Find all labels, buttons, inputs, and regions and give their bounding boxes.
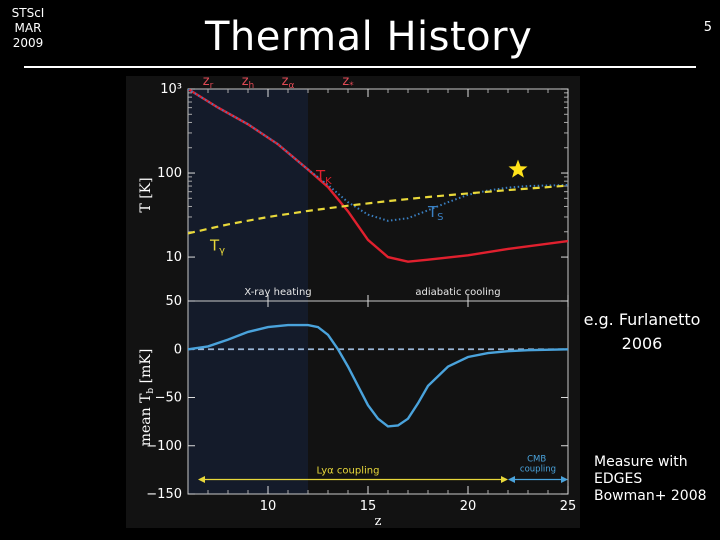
affiliation-line: STScI [11,6,45,20]
annotation-xray-heating: X-ray heating [244,287,311,298]
reference-note: e.g. Furlanetto 2006 [574,308,710,356]
y-axis-label-sub: b [146,388,156,394]
arrow-head-right [501,476,508,484]
top-axis-symbol: z [282,76,289,89]
measurement-line: EDGES [594,471,643,487]
series-mean-tb-curve [188,323,568,428]
measurement-note: Measure with EDGES Bowman+ 2008 [594,454,718,505]
x-tick-label: 15 [360,499,377,514]
title-underline [24,66,696,68]
y-axis-label-unit: [mK] [138,349,154,388]
affiliation-date: STScI MAR 2009 [6,6,50,51]
series-label-tk: TK [315,167,332,187]
reference-line: e.g. Furlanetto [583,310,701,329]
x-axis-label: z [375,514,382,528]
slide-title: Thermal History [205,14,533,60]
annotation-coupling-word: coupling [520,465,556,475]
annotation-adiabatic-cooling: adiabatic cooling [415,287,500,298]
series-label-tγ: Tγ [209,236,225,256]
y-tick-label-bottom: −50 [155,391,182,406]
lya-coupling-arrow [198,476,508,484]
y-axis-label-top: T [K] [138,177,154,212]
top-axis-subscript: h [249,81,255,91]
y-tick-label-bottom: −150 [146,487,182,502]
y-tick-label-bottom: −100 [146,439,182,454]
affiliation-line: 2009 [12,36,44,50]
x-tick-label: 25 [560,499,577,514]
series-ts-curve [188,89,568,222]
shaded-region [188,89,308,494]
series-label-symbol: T [427,203,438,221]
top-axis-label-z*: z* [342,76,354,91]
top-axis-subscript: * [349,81,354,91]
top-axis-label-zr: zr [203,76,214,91]
top-axis-label-zh: zh [242,76,255,91]
y-tick-label-top: 100 [157,166,182,181]
y-axis-label-bottom: mean Tb [mK] [138,349,156,447]
series-label-subscript: K [325,176,332,187]
page-number: 5 [703,20,712,35]
top-axis-symbol: z [203,76,210,89]
top-axis-symbol: z [242,76,249,89]
plot-frame [187,88,569,495]
series-tγ-curve [188,184,568,235]
top-axis-symbol: z [342,76,349,89]
series-label-ts: TS [427,203,444,223]
measurement-line: Measure with [594,454,688,470]
series-tk-curve [188,89,568,263]
measurement-line: Bowman+ 2008 [594,488,707,504]
y-axis-label-main: mean T [138,393,154,446]
series-label-symbol: T [315,167,326,185]
top-axis-label-zα: zα [282,76,295,91]
annotation-lya-coupling: Lyα coupling [317,466,380,477]
series-label-subscript: γ [219,245,225,256]
top-axis-subscript: r [210,81,214,91]
x-tick-label: 10 [260,499,277,514]
series-label-subscript: S [437,212,443,223]
y-tick-label-top: 10³ [160,82,182,97]
arrow-head-left [508,476,515,484]
cmb-coupling-arrow [508,476,568,484]
y-tick-label-bottom: 50 [165,294,182,309]
annotation-cmb-word: CMB [527,455,546,465]
reference-line: 2006 [621,334,663,353]
star-marker [508,159,528,178]
top-axis-subscript: α [288,81,294,91]
x-tick-label: 20 [460,499,477,514]
series-label-symbol: T [209,236,220,254]
arrow-head-left [198,476,205,484]
annotation-cmb-coupling: CMB coupling [520,455,556,475]
y-tick-label-bottom: 0 [174,342,182,357]
affiliation-line: MAR [14,21,42,35]
y-tick-label-top: 10 [165,250,182,265]
arrow-head-right [561,476,568,484]
